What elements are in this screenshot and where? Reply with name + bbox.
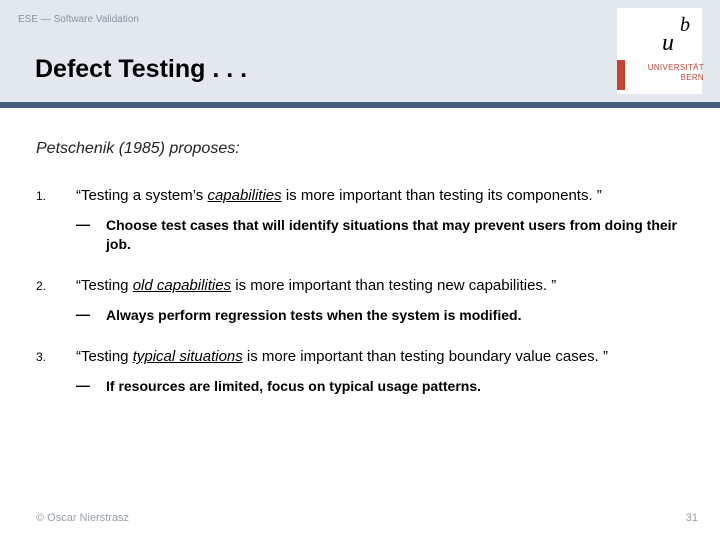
item-number: 1. xyxy=(36,186,76,203)
slide-title: Defect Testing . . . xyxy=(35,55,247,84)
item-number: 3. xyxy=(36,347,76,364)
item-quote: “Testing old capabilities is more import… xyxy=(76,276,556,296)
dash: — xyxy=(76,306,106,322)
quote-emphasis: typical situations xyxy=(133,348,243,365)
logo-letter-u: u xyxy=(662,30,674,57)
quote-emphasis: old capabilities xyxy=(133,277,231,294)
item-quote: “Testing a system’s capabilities is more… xyxy=(76,186,602,206)
logo-uni-line2: BERN xyxy=(681,73,704,82)
slide-content: Petschenik (1985) proposes: 1. “Testing … xyxy=(0,108,720,396)
quote-pre: “Testing xyxy=(76,277,133,294)
quote-pre: “Testing xyxy=(76,348,133,365)
quote-post: is more important than testing new capab… xyxy=(231,277,556,294)
quote-post: is more important than testing its compo… xyxy=(282,187,602,204)
footer-copyright: © Oscar Nierstrasz xyxy=(36,512,129,524)
quote-pre: “Testing a system’s xyxy=(76,187,207,204)
item-subtext: Choose test cases that will identify sit… xyxy=(106,216,684,254)
course-label: ESE — Software Validation xyxy=(18,14,139,25)
logo-university-text: UNIVERSITÄT BERN xyxy=(648,63,704,82)
list-item: 3. “Testing typical situations is more i… xyxy=(36,347,684,396)
logo-red-strip xyxy=(617,60,625,90)
page-number: 31 xyxy=(686,512,698,524)
header-bar: ESE — Software Validation Defect Testing… xyxy=(0,0,720,102)
logo-letter-b: b xyxy=(680,14,690,37)
university-logo: b u UNIVERSITÄT BERN xyxy=(617,8,702,94)
list-item: 2. “Testing old capabilities is more imp… xyxy=(36,276,684,325)
quote-emphasis: capabilities xyxy=(207,187,281,204)
quote-post: is more important than testing boundary … xyxy=(243,348,608,365)
item-subtext: If resources are limited, focus on typic… xyxy=(106,377,481,396)
item-subtext: Always perform regression tests when the… xyxy=(106,306,521,325)
list-item: 1. “Testing a system’s capabilities is m… xyxy=(36,186,684,254)
dash: — xyxy=(76,377,106,393)
logo-uni-line1: UNIVERSITÄT xyxy=(648,63,704,72)
item-quote: “Testing typical situations is more impo… xyxy=(76,347,608,367)
subtitle: Petschenik (1985) proposes: xyxy=(36,140,684,158)
dash: — xyxy=(76,216,106,232)
item-number: 2. xyxy=(36,276,76,293)
